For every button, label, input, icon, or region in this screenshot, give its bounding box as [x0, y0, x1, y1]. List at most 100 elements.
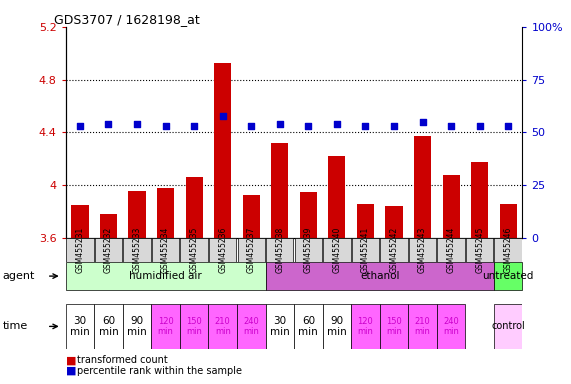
Point — [304, 123, 313, 129]
Text: untreated: untreated — [482, 271, 534, 281]
Bar — [123, 304, 151, 349]
Bar — [500, 204, 517, 384]
Text: 90
min: 90 min — [327, 316, 347, 337]
Text: 90
min: 90 min — [127, 316, 147, 337]
Text: 210
min: 210 min — [215, 317, 231, 336]
Bar — [243, 195, 260, 384]
Point — [275, 121, 284, 127]
Bar — [471, 162, 488, 384]
Bar — [214, 63, 231, 384]
Bar — [380, 238, 408, 262]
Bar — [66, 262, 266, 290]
Text: 150
min: 150 min — [386, 317, 402, 336]
Bar — [237, 304, 266, 349]
Bar — [66, 304, 94, 349]
Point — [161, 123, 170, 129]
Text: GSM455234: GSM455234 — [161, 227, 170, 273]
Text: 150
min: 150 min — [186, 317, 202, 336]
Text: 240
min: 240 min — [243, 317, 259, 336]
Text: GSM455238: GSM455238 — [275, 227, 284, 273]
Point — [361, 123, 370, 129]
Bar — [437, 238, 465, 262]
Text: ■: ■ — [66, 355, 76, 365]
Bar — [409, 238, 436, 262]
Bar — [157, 188, 174, 384]
Bar — [357, 204, 374, 384]
Bar — [128, 190, 146, 384]
Bar — [294, 304, 323, 349]
Text: ■: ■ — [66, 366, 76, 376]
Bar — [352, 238, 379, 262]
Bar — [186, 177, 203, 384]
Bar — [443, 175, 460, 384]
Point — [332, 121, 341, 127]
Text: GSM455237: GSM455237 — [247, 227, 256, 273]
Bar — [466, 238, 493, 262]
Point — [218, 113, 227, 119]
Text: GSM455241: GSM455241 — [361, 227, 370, 273]
Text: 30
min: 30 min — [270, 316, 289, 337]
Bar — [66, 238, 94, 262]
Point — [504, 123, 513, 129]
Text: GSM455236: GSM455236 — [218, 227, 227, 273]
Bar — [385, 207, 403, 384]
Point — [132, 121, 142, 127]
Text: agent: agent — [3, 271, 35, 281]
Text: 120
min: 120 min — [158, 317, 174, 336]
Bar — [300, 192, 317, 384]
Bar — [95, 238, 122, 262]
Text: time: time — [3, 321, 28, 331]
Bar — [351, 304, 380, 349]
Text: 60
min: 60 min — [299, 316, 318, 337]
Bar — [266, 238, 293, 262]
Text: 210
min: 210 min — [415, 317, 431, 336]
Bar — [238, 238, 265, 262]
Point — [75, 123, 85, 129]
Text: transformed count: transformed count — [77, 355, 168, 365]
Point — [418, 119, 427, 125]
Bar — [94, 304, 123, 349]
Point — [389, 123, 399, 129]
Bar — [380, 304, 408, 349]
Bar — [414, 136, 431, 384]
Text: GSM455231: GSM455231 — [75, 227, 85, 273]
Text: GSM455232: GSM455232 — [104, 227, 113, 273]
Bar — [180, 304, 208, 349]
Bar — [295, 238, 322, 262]
Text: GSM455245: GSM455245 — [475, 227, 484, 273]
Text: GSM455242: GSM455242 — [389, 227, 399, 273]
Text: humidified air: humidified air — [129, 271, 202, 281]
Bar — [323, 238, 351, 262]
Bar — [328, 156, 345, 384]
Bar — [180, 238, 208, 262]
Bar — [494, 238, 522, 262]
Bar — [123, 238, 151, 262]
Bar — [271, 143, 288, 384]
Bar — [266, 304, 294, 349]
Point — [447, 123, 456, 129]
Text: GSM455239: GSM455239 — [304, 227, 313, 273]
Text: percentile rank within the sample: percentile rank within the sample — [77, 366, 242, 376]
Point — [104, 121, 113, 127]
Text: 240
min: 240 min — [443, 317, 459, 336]
Point — [190, 123, 199, 129]
Bar — [151, 304, 180, 349]
Bar — [71, 205, 89, 384]
Point — [475, 123, 484, 129]
Text: GSM455240: GSM455240 — [332, 227, 341, 273]
Text: GSM455243: GSM455243 — [418, 227, 427, 273]
Bar — [266, 262, 494, 290]
Bar — [408, 304, 437, 349]
Bar — [323, 304, 351, 349]
Bar — [100, 214, 117, 384]
Text: 30
min: 30 min — [70, 316, 90, 337]
Text: 60
min: 60 min — [99, 316, 118, 337]
Text: ethanol: ethanol — [360, 271, 400, 281]
Text: GSM455233: GSM455233 — [132, 227, 142, 273]
Text: GSM455246: GSM455246 — [504, 227, 513, 273]
Text: GSM455235: GSM455235 — [190, 227, 199, 273]
Point — [247, 123, 256, 129]
Bar — [494, 262, 522, 290]
Bar — [208, 304, 237, 349]
Bar — [209, 238, 236, 262]
